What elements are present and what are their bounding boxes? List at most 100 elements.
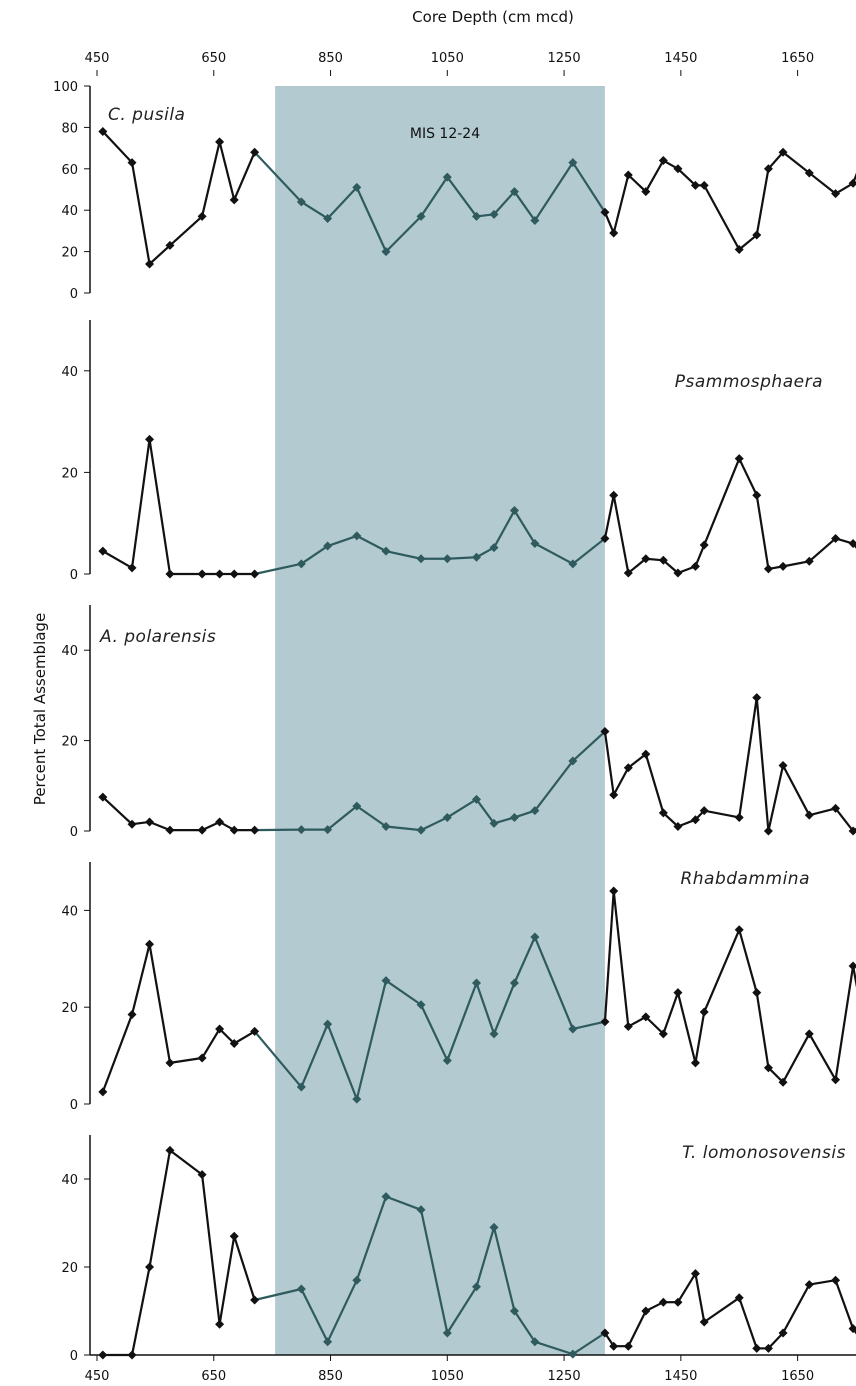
data-point [763, 1343, 773, 1353]
series-line-segment [492, 1227, 516, 1312]
series-label: A. polarensis [99, 627, 216, 647]
y-tick-label: 0 [70, 1349, 78, 1364]
series-line-segment [755, 697, 770, 832]
series-line-segment [169, 215, 203, 247]
data-point [197, 211, 207, 221]
data-point [673, 164, 683, 174]
series-line-segment [447, 556, 477, 560]
data-point [699, 540, 709, 550]
data-point [530, 806, 540, 816]
data-point [215, 1319, 225, 1329]
data-point [641, 1012, 651, 1022]
series-line-segment [355, 186, 388, 253]
data-point [831, 1075, 841, 1085]
data-point [734, 245, 744, 255]
data-point [530, 216, 540, 226]
series-line-segment [676, 1273, 697, 1303]
series-line-segment [513, 190, 536, 222]
data-point [215, 137, 225, 147]
x-tick-label-top: 1650 [781, 51, 814, 66]
data-point [165, 240, 175, 250]
data-point [250, 825, 260, 835]
data-point [734, 812, 744, 822]
data-point [229, 825, 239, 835]
series-label: Rhabdammina [680, 869, 810, 889]
data-point [442, 1328, 452, 1338]
series-line-segment [703, 929, 741, 1013]
data-point [568, 1024, 578, 1034]
y-tick-label: 40 [61, 644, 78, 659]
data-point [699, 806, 709, 816]
data-point [690, 1058, 700, 1068]
series-line-segment [571, 161, 606, 213]
y-tick-label: 20 [61, 1001, 78, 1016]
series-line-segment [738, 1297, 758, 1349]
series-line-segment [446, 176, 478, 218]
series-line-segment [513, 936, 536, 984]
series-line-segment [782, 1033, 811, 1083]
series-line-segment [738, 929, 758, 993]
data-point [804, 810, 814, 820]
data-point [416, 1000, 426, 1010]
data-point [416, 825, 426, 835]
series-line-segment [627, 1015, 647, 1028]
data-point [197, 569, 207, 579]
series-line-segment [385, 825, 422, 832]
series-line-segment [782, 1284, 811, 1334]
data-point [250, 1295, 260, 1305]
series-line-segment [514, 809, 536, 819]
series-line-segment [148, 244, 171, 265]
data-point [127, 1350, 137, 1360]
series-line-segment [326, 1023, 358, 1100]
data-point [641, 554, 651, 564]
data-point [416, 211, 426, 221]
series-line-segment [627, 753, 647, 769]
data-point [145, 817, 155, 827]
data-point [658, 1029, 668, 1039]
x-tick-label-top: 1050 [431, 51, 464, 66]
series-line-segment [326, 186, 358, 220]
data-point [145, 259, 155, 269]
series-line-segment [572, 1332, 606, 1356]
series-label: Psammosphaera [675, 372, 823, 392]
series-line-segment [738, 697, 758, 818]
data-point [472, 794, 481, 804]
data-point [296, 825, 306, 835]
series-line-segment [355, 980, 388, 1100]
data-point [127, 1009, 137, 1019]
series-line-segment [808, 1033, 837, 1081]
data-point [352, 531, 362, 541]
y-tick-label: 40 [61, 904, 78, 919]
series-line-segment [130, 944, 151, 1015]
data-point [763, 1063, 773, 1073]
data-point [127, 819, 137, 829]
data-point [699, 1007, 709, 1017]
series-line-segment [475, 546, 495, 559]
data-point [509, 812, 519, 822]
data-point [658, 156, 668, 166]
series-line-segment [218, 1028, 235, 1045]
data-point [229, 1039, 239, 1048]
series-line-segment [782, 151, 810, 174]
x-axis-title: Core Depth (cm mcd) [412, 8, 574, 26]
data-point [609, 886, 619, 896]
data-point [690, 1269, 700, 1279]
y-tick-label: 20 [61, 466, 78, 481]
series-line-segment [612, 495, 630, 574]
series-line-segment [475, 798, 495, 824]
series-line-segment [253, 1030, 303, 1088]
data-point [197, 1170, 207, 1180]
data-point [623, 1341, 633, 1351]
series-line-segment [534, 1340, 574, 1356]
data-point [658, 1297, 668, 1307]
series-line-segment [808, 537, 837, 563]
data-point [296, 559, 306, 569]
y-tick-label: 0 [70, 287, 78, 302]
data-point [609, 1341, 619, 1351]
data-point [752, 230, 762, 240]
series-line-segment [534, 542, 574, 565]
data-point [673, 568, 683, 578]
series-line-segment [130, 439, 151, 569]
data-point [442, 554, 452, 564]
